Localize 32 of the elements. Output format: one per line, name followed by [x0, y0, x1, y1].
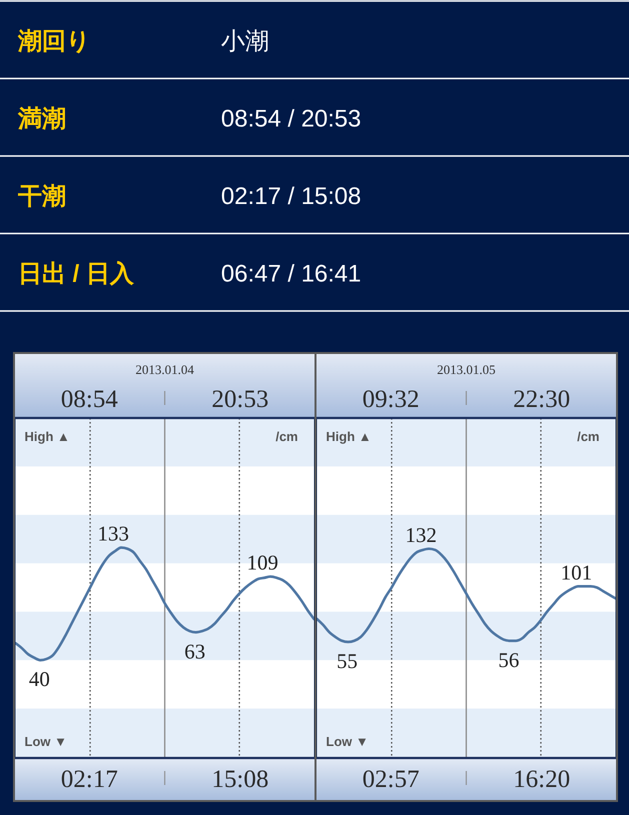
annotation: High ▲	[24, 429, 70, 444]
data-label: 133	[97, 522, 129, 546]
data-label: 132	[405, 522, 437, 547]
text: 02:17	[60, 766, 118, 793]
text: 15:08	[212, 766, 269, 793]
text: 潮回り	[17, 28, 91, 55]
chart-title: 2013.01.04	[136, 362, 194, 377]
text: 06:47 / 16:41	[221, 260, 362, 288]
text: 02:17 / 15:08	[221, 182, 362, 210]
data-label: 56	[498, 648, 520, 672]
chart-title: 2013.01.05	[437, 362, 496, 377]
text: 22:30	[513, 386, 570, 413]
data-label: 101	[560, 560, 592, 584]
text: 08:54 / 20:53	[221, 105, 362, 132]
data-label: 63	[184, 639, 206, 664]
data-label: 55	[336, 648, 358, 673]
data-label: 40	[28, 667, 50, 692]
text: 09:32	[362, 386, 420, 413]
text: 02:57	[362, 766, 420, 793]
data-label: 109	[246, 550, 278, 575]
text: 小潮	[221, 28, 269, 55]
y-axis-title: /cm	[577, 429, 600, 444]
annotation: High ▲	[326, 429, 372, 444]
annotation: Low ▼	[326, 734, 368, 749]
y-axis-title: /cm	[276, 429, 298, 444]
annotation: Low ▼	[24, 734, 67, 749]
text: 日出 / 日入	[18, 260, 136, 288]
text: 08:54	[60, 386, 118, 413]
text: 満潮	[17, 105, 66, 132]
text: 20:53	[212, 386, 269, 413]
text: 干潮	[17, 182, 66, 210]
text: 16:20	[513, 766, 570, 793]
